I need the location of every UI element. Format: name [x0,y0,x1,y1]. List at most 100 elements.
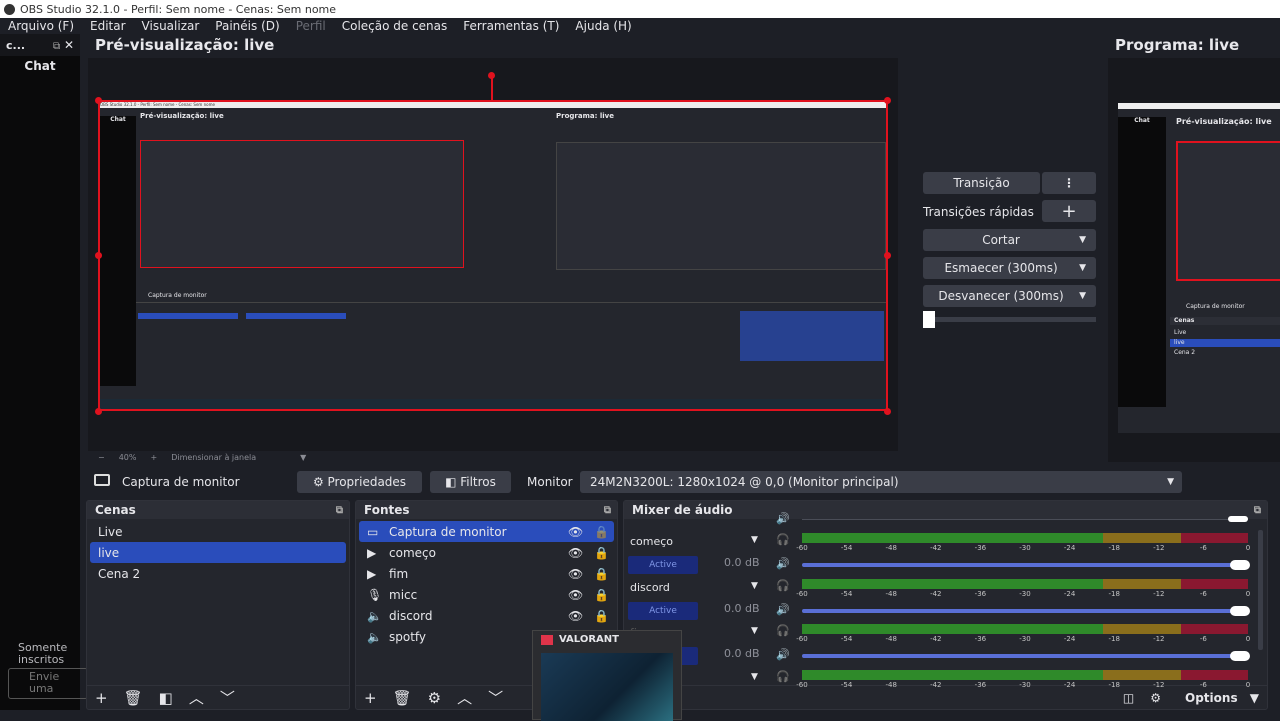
properties-button[interactable]: ⚙ Propriedades [297,471,422,493]
resize-handle[interactable] [884,252,891,259]
lock-icon[interactable]: 🔒 [594,545,609,560]
move-up-icon[interactable]: ︿ [188,689,204,707]
speaker-icon[interactable]: 🔊 [776,557,790,570]
resize-handle[interactable] [95,97,102,104]
scene-item[interactable]: Cena 2 [98,566,141,581]
chevron-down-icon[interactable]: ▼ [751,672,758,682]
trash-icon[interactable]: 🗑 [123,688,143,707]
volume-slider[interactable] [802,606,1250,616]
chevron-down-icon[interactable]: ▼ [751,581,758,591]
resize-handle[interactable] [95,408,102,415]
chevron-down-icon[interactable]: ▼ [300,453,307,462]
filter-icon[interactable]: ◧ [158,688,173,707]
scene-item-selected[interactable]: live [90,542,346,563]
meter-segment [802,624,1104,634]
transition-button[interactable]: Transição [923,172,1040,194]
taskbar-thumbnail[interactable]: VALORANT [532,630,682,721]
monitoring-off-icon[interactable]: 🎧 [776,579,790,592]
active-button[interactable]: Active [628,602,698,620]
menu-paineis[interactable]: Painéis (D) [215,19,280,33]
resize-handle[interactable] [884,97,891,104]
close-icon[interactable]: ✕ [63,38,74,52]
transition-tbar[interactable] [923,317,1096,322]
zoom-mode-select[interactable]: Dimensionar à janela [171,453,257,462]
source-item[interactable]: ▶ fim 👁 🔒 [359,563,614,584]
lock-icon[interactable]: 🔒 [594,524,609,539]
add-source-icon[interactable]: + [364,688,377,707]
scene-item[interactable]: Live [98,524,123,539]
active-button[interactable]: Active [628,556,698,574]
speaker-icon[interactable]: 🔊 [776,648,790,661]
zoom-in-button[interactable]: + [150,453,158,462]
layout-icon[interactable]: ◫ [1122,690,1135,705]
thumbnail-image [541,653,673,721]
tbar-handle[interactable] [923,311,935,328]
meter-scale: -60 -54 -48 -42 -36 -30 -24 -18 -12 -6 0 [796,635,1250,645]
float-icon[interactable]: ⧉ [335,504,343,516]
source-item[interactable]: 🎙 micc 👁 🔒 [359,584,614,605]
chevron-down-icon[interactable]: ▼ [751,535,758,545]
options-button[interactable]: Options ▼ [1169,691,1267,705]
chevron-down-icon[interactable]: ▼ [751,626,758,636]
monitoring-off-icon[interactable]: 🎧 [776,670,790,683]
menu-editar[interactable]: Editar [90,19,126,33]
float-icon[interactable]: ⧉ [603,504,611,516]
add-scene-icon[interactable]: + [95,688,108,707]
trash-icon[interactable]: 🗑 [392,688,412,707]
move-up-icon[interactable]: ︿ [457,689,473,707]
eye-icon[interactable]: 👁 [568,566,584,581]
mixer-scrollbar[interactable] [1258,530,1263,650]
lock-icon[interactable]: 🔒 [594,608,609,623]
menu-perfil[interactable]: Perfil [295,19,326,33]
volume-slider[interactable] [802,651,1250,661]
eye-icon[interactable]: 👁 [568,587,584,602]
move-down-icon[interactable]: ﹀ [219,689,235,707]
quick-transition-esmaecer[interactable]: Esmaecer (300ms) ▼ [923,257,1096,279]
source-item[interactable]: 🔈 discord 👁 🔒 [359,605,614,626]
advanced-audio-icon[interactable]: ⚙ [1150,690,1162,705]
float-icon[interactable]: ⧉ [1253,504,1261,516]
menu-ajuda[interactable]: Ajuda (H) [575,19,632,33]
menu-arquivo[interactable]: Arquivo (F) [8,19,75,33]
source-item[interactable]: ▭ Captura de monitor 👁 🔒 [359,521,614,542]
source-item[interactable]: 🔈 spotfy [359,626,614,647]
monitor-capture-source[interactable]: OBS Studio 32.1.0 - Perfil: Sem nome - C… [98,100,888,411]
zoom-out-button[interactable]: − [98,453,105,462]
quick-transition-desvanecer[interactable]: Desvanecer (300ms) ▼ [923,285,1096,307]
meter-tick-label: -54 [840,681,853,689]
volume-slider-handle[interactable] [1230,651,1250,661]
filters-button[interactable]: ◧ Filtros [430,471,511,493]
eye-icon[interactable]: 👁 [568,524,584,539]
chevron-down-icon: ▼ [1079,235,1086,245]
resize-handle[interactable] [95,252,102,259]
add-quick-transition-button[interactable]: + [1042,200,1096,222]
chat-message-input[interactable]: Envie uma mensagem [8,668,88,699]
lock-icon[interactable]: 🔒 [594,566,609,581]
volume-slider[interactable] [802,560,1250,570]
monitor-select[interactable]: 24M2N3200L: 1280x1024 @ 0,0 (Monitor pri… [580,471,1182,493]
rotation-handle[interactable] [488,72,495,79]
menu-ferramentas[interactable]: Ferramentas (T) [463,19,560,33]
nested-title: OBS Studio 32.1.0 - Perfil: Sem nome - C… [100,102,886,108]
gear-icon[interactable]: ⚙ [427,688,442,707]
eye-icon[interactable]: 👁 [568,545,584,560]
quick-transition-cortar[interactable]: Cortar ▼ [923,229,1096,251]
float-icon[interactable]: ⧉ [52,41,61,52]
menu-visualizar[interactable]: Visualizar [141,19,200,33]
volume-db: 0.0 dB [724,602,760,615]
eye-icon[interactable]: 👁 [568,608,584,623]
resize-handle[interactable] [884,408,891,415]
monitoring-off-icon[interactable]: 🎧 [776,624,790,637]
volume-slider-handle[interactable] [1230,606,1250,616]
move-down-icon[interactable]: ﹀ [488,689,504,707]
monitoring-off-icon[interactable]: 🎧 [776,533,790,546]
speaker-icon[interactable]: 🔊 [776,603,790,616]
source-item[interactable]: ▶ começo 👁 🔒 [359,542,614,563]
menu-colecao-cenas[interactable]: Coleção de cenas [341,19,448,33]
volume-slider-handle[interactable] [1230,560,1250,570]
lock-icon[interactable]: 🔒 [594,587,609,602]
chat-tab[interactable]: Chat [24,59,56,73]
speaker-icon[interactable]: 🔊 [776,512,790,525]
chevron-down-icon: ▼ [1167,477,1174,487]
more-options-icon[interactable]: ⋮ [1042,172,1096,194]
